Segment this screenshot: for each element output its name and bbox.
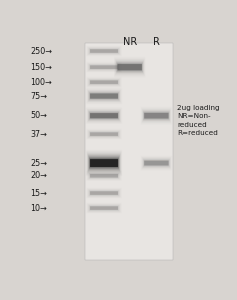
FancyBboxPatch shape <box>89 49 118 53</box>
Text: NR: NR <box>123 38 137 47</box>
FancyBboxPatch shape <box>144 161 169 165</box>
FancyBboxPatch shape <box>89 132 118 136</box>
FancyBboxPatch shape <box>89 112 119 120</box>
FancyBboxPatch shape <box>89 157 119 169</box>
FancyBboxPatch shape <box>90 132 118 136</box>
FancyBboxPatch shape <box>89 206 118 211</box>
Text: R: R <box>153 38 160 47</box>
Text: 2ug loading
NR=Non-
reduced
R=reduced: 2ug loading NR=Non- reduced R=reduced <box>178 105 220 136</box>
Text: 25→: 25→ <box>31 158 48 167</box>
FancyBboxPatch shape <box>90 49 118 53</box>
FancyBboxPatch shape <box>89 158 118 168</box>
FancyBboxPatch shape <box>90 93 118 99</box>
FancyBboxPatch shape <box>90 94 118 99</box>
FancyBboxPatch shape <box>89 80 118 85</box>
FancyBboxPatch shape <box>88 156 119 170</box>
FancyBboxPatch shape <box>118 64 142 70</box>
FancyBboxPatch shape <box>143 159 169 167</box>
FancyBboxPatch shape <box>117 62 143 72</box>
FancyBboxPatch shape <box>89 92 119 100</box>
FancyBboxPatch shape <box>90 174 118 178</box>
FancyBboxPatch shape <box>89 191 118 196</box>
FancyBboxPatch shape <box>88 155 120 171</box>
FancyBboxPatch shape <box>90 191 118 195</box>
Text: 15→: 15→ <box>31 189 47 198</box>
FancyBboxPatch shape <box>90 113 118 118</box>
FancyBboxPatch shape <box>89 65 118 70</box>
FancyBboxPatch shape <box>88 92 119 101</box>
FancyBboxPatch shape <box>88 111 119 120</box>
FancyBboxPatch shape <box>90 80 118 84</box>
FancyBboxPatch shape <box>90 206 118 210</box>
FancyBboxPatch shape <box>90 49 118 53</box>
FancyBboxPatch shape <box>144 113 169 119</box>
FancyBboxPatch shape <box>90 65 118 69</box>
FancyBboxPatch shape <box>90 65 118 69</box>
Text: 20→: 20→ <box>31 171 47 180</box>
Text: 10→: 10→ <box>31 204 47 213</box>
FancyBboxPatch shape <box>116 61 144 74</box>
FancyBboxPatch shape <box>90 206 118 210</box>
Text: 37→: 37→ <box>31 130 47 139</box>
Text: 250→: 250→ <box>31 46 53 56</box>
FancyBboxPatch shape <box>90 132 118 136</box>
Text: 50→: 50→ <box>31 111 47 120</box>
Text: 100→: 100→ <box>31 78 52 87</box>
Text: 150→: 150→ <box>31 63 52 72</box>
FancyBboxPatch shape <box>89 112 118 119</box>
FancyBboxPatch shape <box>90 159 118 167</box>
FancyBboxPatch shape <box>144 160 169 166</box>
FancyBboxPatch shape <box>89 173 118 178</box>
FancyBboxPatch shape <box>143 111 170 121</box>
FancyBboxPatch shape <box>90 80 118 84</box>
FancyBboxPatch shape <box>143 159 170 167</box>
FancyBboxPatch shape <box>144 160 169 166</box>
FancyBboxPatch shape <box>90 113 118 118</box>
FancyBboxPatch shape <box>117 64 142 70</box>
FancyBboxPatch shape <box>116 61 143 73</box>
FancyBboxPatch shape <box>144 113 169 118</box>
Text: 75→: 75→ <box>31 92 48 100</box>
FancyBboxPatch shape <box>144 112 169 119</box>
FancyBboxPatch shape <box>90 191 118 195</box>
FancyBboxPatch shape <box>90 174 118 178</box>
FancyBboxPatch shape <box>143 111 169 120</box>
FancyBboxPatch shape <box>89 93 118 100</box>
FancyBboxPatch shape <box>117 63 142 71</box>
FancyBboxPatch shape <box>90 159 118 167</box>
Bar <box>85 43 173 260</box>
